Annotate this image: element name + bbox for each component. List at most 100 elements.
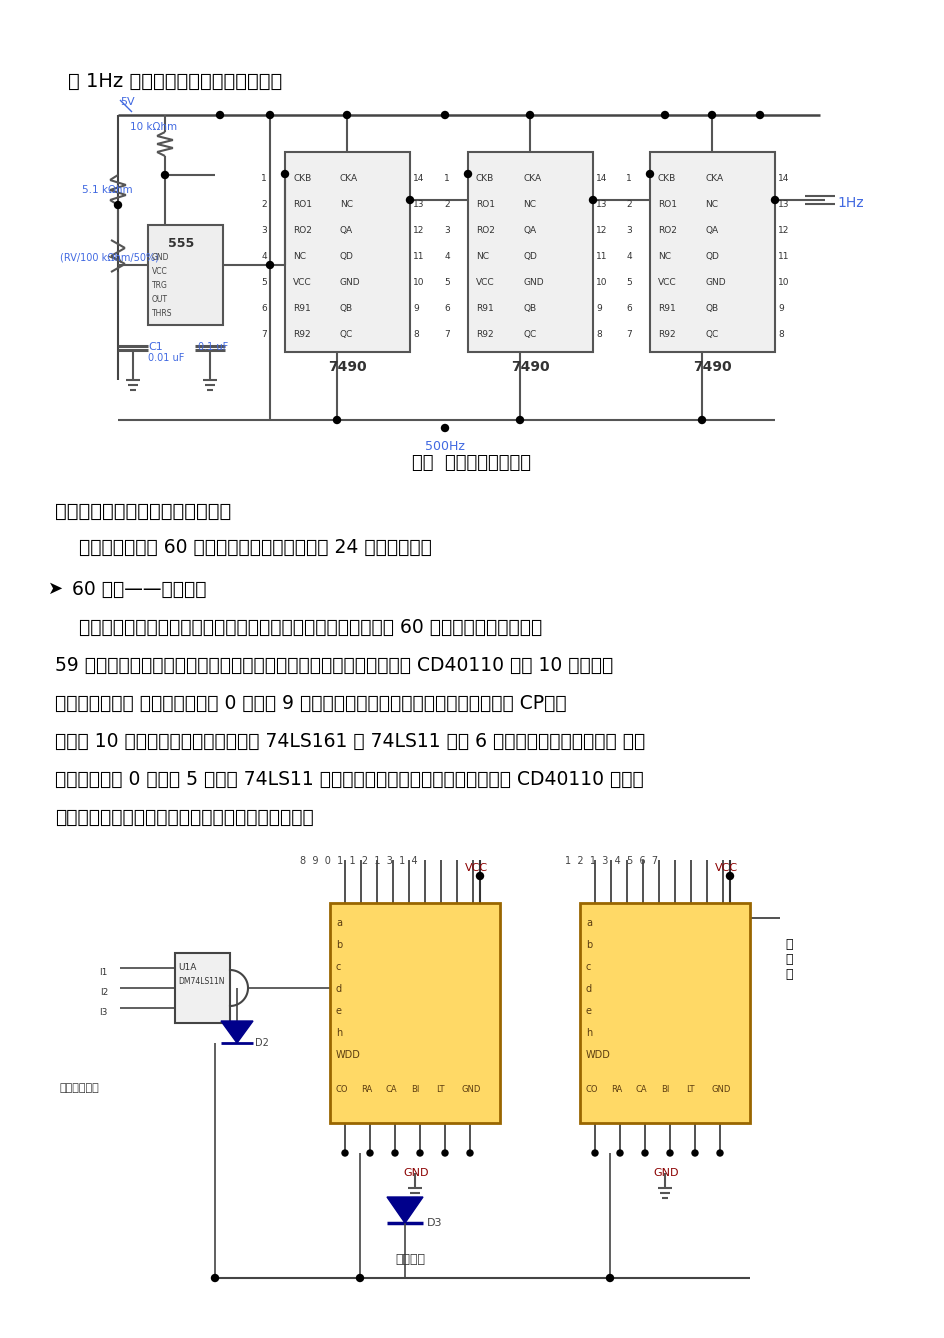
Circle shape [716,1149,722,1156]
Text: 555: 555 [168,237,194,250]
Circle shape [698,416,705,424]
Text: CO: CO [336,1085,348,1094]
Circle shape [266,111,273,119]
Text: 秒的个位部分为逢十进一，十位部分为逢六进一，从而共同完成 60 进制计数器。当计数到: 秒的个位部分为逢十进一，十位部分为逢六进一，从而共同完成 60 进制计数器。当计… [55,618,542,637]
Circle shape [356,1275,363,1282]
Text: 7: 7 [444,330,449,339]
Circle shape [266,261,273,269]
Text: 图二  秒脉冲信号发生器: 图二 秒脉冲信号发生器 [413,454,531,472]
Text: QA: QA [522,226,535,235]
Text: 1: 1 [444,174,449,183]
Text: ➤: ➤ [48,579,63,598]
Text: 60 进制——秒计数器: 60 进制——秒计数器 [72,579,207,599]
Circle shape [161,171,168,178]
Text: 端，同时产生一个脉冲给分的个位。其电路图如下：: 端，同时产生一个脉冲给分的个位。其电路图如下： [55,808,313,827]
Text: 8: 8 [596,330,601,339]
Text: GND: GND [402,1168,428,1177]
Circle shape [211,1275,218,1282]
Text: QC: QC [704,330,717,339]
Text: GND: GND [522,278,543,286]
Text: 8  9  0  1  1  2  1  3  1  4: 8 9 0 1 1 2 1 3 1 4 [299,856,417,866]
Text: 器显示秒的个位 。个位计数器由 0 增加到 9 时产生进位，连在十位部计数器脉冲输入端 CP，从: 器显示秒的个位 。个位计数器由 0 增加到 9 时产生进位，连在十位部计数器脉冲… [55,694,566,713]
Text: CKB: CKB [476,174,494,183]
Text: 14: 14 [413,174,424,183]
Text: RA: RA [611,1085,621,1094]
Text: I3: I3 [99,1008,108,1017]
Text: 冲: 冲 [784,967,792,981]
Circle shape [708,111,715,119]
Text: 13: 13 [413,199,424,209]
Text: 3: 3 [626,226,632,235]
Text: （二）秒、分、时计时器电路设计: （二）秒、分、时计时器电路设计 [55,502,231,520]
Text: 11: 11 [596,252,607,261]
Bar [580,903,750,1123]
Text: h: h [336,1028,342,1038]
Text: h: h [585,1028,592,1038]
Text: R92: R92 [476,330,493,339]
Text: GND: GND [340,278,361,286]
Circle shape [646,170,653,178]
Text: b: b [336,941,342,950]
Circle shape [442,1149,447,1156]
Text: 得 1Hz 标准秒脉冲。其电路图如下：: 得 1Hz 标准秒脉冲。其电路图如下： [68,72,282,91]
Text: QB: QB [704,304,717,313]
Circle shape [114,202,122,209]
Text: c: c [336,962,341,971]
Text: QD: QD [340,252,353,261]
Text: CKB: CKB [293,174,311,183]
Text: 2: 2 [261,199,267,209]
Circle shape [342,1149,347,1156]
Text: 8: 8 [413,330,418,339]
Circle shape [441,111,448,119]
Text: 0.1 uF: 0.1 uF [198,343,228,352]
Text: 脉: 脉 [784,953,792,966]
Circle shape [691,1149,698,1156]
Text: 7490: 7490 [328,360,366,375]
Circle shape [591,1149,598,1156]
Text: GND: GND [652,1168,678,1177]
Text: 1Hz: 1Hz [836,195,863,210]
Circle shape [281,170,288,178]
Text: a: a [336,918,342,929]
Text: 4: 4 [261,252,267,261]
Text: 3: 3 [444,226,449,235]
Text: 13: 13 [596,199,607,209]
Text: I2: I2 [100,987,108,997]
Circle shape [416,1149,423,1156]
Text: 10: 10 [596,278,607,286]
Text: U1A: U1A [177,963,196,971]
Text: GND: GND [152,253,169,262]
Text: 12: 12 [596,226,607,235]
Text: 2: 2 [444,199,449,209]
Circle shape [756,111,763,119]
Text: NC: NC [704,199,717,209]
Text: R92: R92 [657,330,675,339]
Text: 14: 14 [777,174,788,183]
Text: R92: R92 [293,330,311,339]
Bar [175,953,229,1024]
Text: CO: CO [585,1085,598,1094]
Text: CA: CA [385,1085,397,1094]
Text: THRS: THRS [152,309,173,318]
Circle shape [392,1149,397,1156]
Text: QC: QC [522,330,535,339]
Text: BI: BI [660,1085,668,1094]
Text: R91: R91 [476,304,493,313]
Circle shape [641,1149,648,1156]
Text: QD: QD [704,252,718,261]
Text: VCC: VCC [152,268,168,276]
Text: 5: 5 [261,278,267,286]
Text: 清零信号: 清零信号 [395,1252,425,1266]
Text: R91: R91 [657,304,675,313]
Polygon shape [387,1198,423,1223]
Text: 9: 9 [596,304,601,313]
Bar [148,225,223,325]
Text: RO1: RO1 [476,199,495,209]
Text: RO2: RO2 [657,226,676,235]
Text: 10: 10 [413,278,424,286]
Text: CKA: CKA [340,174,358,183]
Text: 5: 5 [444,278,449,286]
Text: 6: 6 [444,304,449,313]
Text: 7: 7 [626,330,632,339]
Text: VCC: VCC [657,278,676,286]
